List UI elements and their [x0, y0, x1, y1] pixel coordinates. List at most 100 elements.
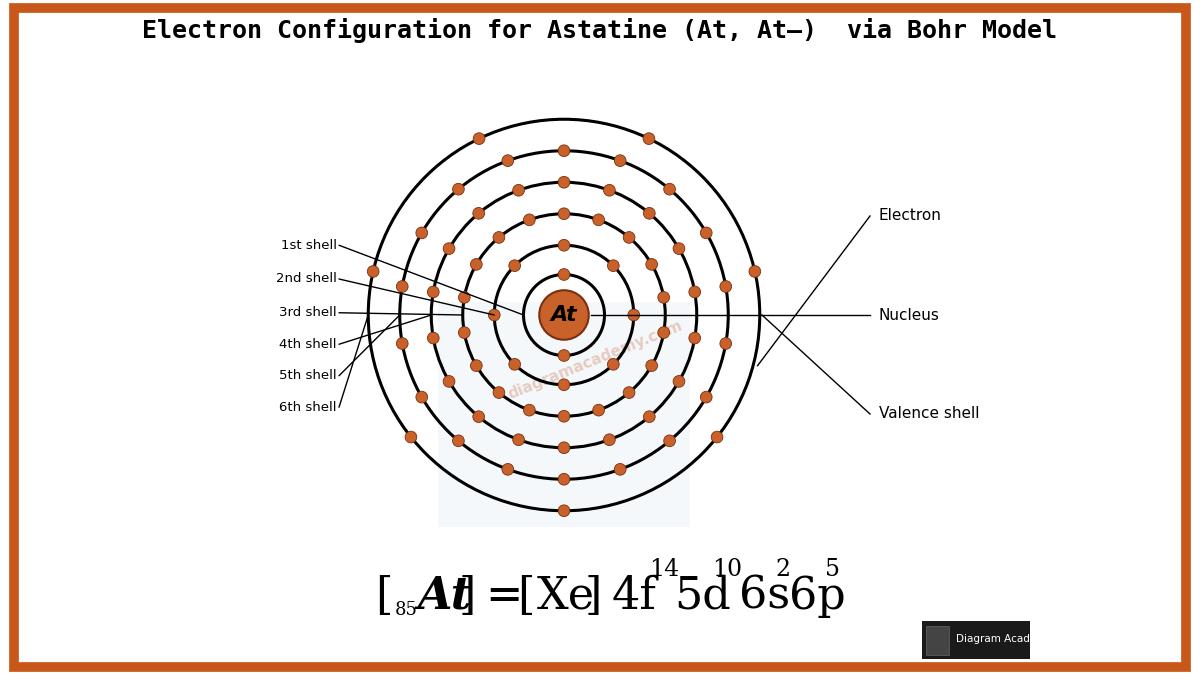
Circle shape [749, 265, 761, 277]
Text: ]: ] [458, 574, 475, 618]
Text: ]: ] [584, 574, 601, 618]
Circle shape [673, 243, 685, 254]
Bar [438, 302, 690, 526]
Circle shape [593, 214, 605, 225]
Circle shape [427, 332, 439, 344]
Circle shape [502, 155, 514, 167]
Text: Xe: Xe [538, 574, 595, 618]
Circle shape [416, 392, 427, 403]
Circle shape [509, 358, 521, 370]
Text: Electron: Electron [878, 209, 942, 223]
Text: 6th shell: 6th shell [280, 401, 337, 414]
Text: 6s: 6s [739, 574, 791, 618]
Circle shape [502, 464, 514, 475]
Circle shape [558, 379, 570, 391]
Circle shape [593, 404, 605, 416]
Circle shape [643, 207, 655, 219]
Circle shape [643, 133, 655, 144]
Circle shape [604, 434, 616, 446]
Circle shape [473, 133, 485, 144]
Circle shape [646, 360, 658, 371]
Circle shape [558, 145, 570, 157]
Circle shape [558, 505, 570, 516]
Circle shape [427, 286, 439, 298]
Text: =: = [485, 574, 523, 618]
Circle shape [493, 232, 505, 243]
Text: Diagram Academy: Diagram Academy [955, 634, 1052, 644]
Circle shape [523, 214, 535, 225]
Circle shape [720, 281, 732, 292]
Circle shape [643, 411, 655, 423]
Circle shape [470, 259, 482, 270]
Circle shape [396, 338, 408, 350]
Circle shape [488, 309, 500, 321]
Circle shape [558, 240, 570, 251]
Bar [926, 626, 949, 655]
Circle shape [607, 260, 619, 271]
Circle shape [473, 207, 485, 219]
Circle shape [406, 431, 416, 443]
Circle shape [658, 292, 670, 303]
Text: [: [ [517, 574, 534, 618]
Circle shape [673, 375, 685, 387]
Circle shape [604, 184, 616, 196]
Text: Valence shell: Valence shell [878, 406, 979, 421]
Circle shape [664, 184, 676, 195]
Circle shape [689, 332, 701, 344]
Circle shape [646, 259, 658, 270]
Circle shape [473, 411, 485, 423]
Circle shape [396, 281, 408, 292]
Circle shape [701, 227, 712, 239]
Circle shape [689, 286, 701, 298]
Circle shape [367, 265, 379, 277]
Circle shape [558, 176, 570, 188]
Circle shape [614, 155, 626, 167]
Circle shape [664, 435, 676, 447]
Text: 5d: 5d [674, 574, 731, 618]
Circle shape [623, 387, 635, 398]
Circle shape [558, 473, 570, 485]
Circle shape [558, 208, 570, 219]
Text: Nucleus: Nucleus [878, 308, 940, 323]
Text: 14: 14 [649, 558, 679, 580]
Text: [: [ [374, 574, 392, 618]
Circle shape [539, 290, 589, 340]
Circle shape [658, 327, 670, 338]
Text: diagramacademy.com: diagramacademy.com [506, 318, 685, 402]
Text: 3rd shell: 3rd shell [280, 306, 337, 319]
Circle shape [443, 375, 455, 387]
Circle shape [628, 309, 640, 321]
Circle shape [607, 358, 619, 370]
Circle shape [701, 392, 712, 403]
Circle shape [720, 338, 732, 350]
Circle shape [443, 243, 455, 254]
Text: 2: 2 [775, 558, 791, 580]
Bar [922, 621, 1030, 659]
Circle shape [452, 435, 464, 447]
Circle shape [623, 232, 635, 243]
Circle shape [512, 184, 524, 196]
Circle shape [512, 434, 524, 446]
Circle shape [458, 327, 470, 338]
Circle shape [452, 184, 464, 195]
Text: 5th shell: 5th shell [280, 369, 337, 382]
Text: Electron Configuration for Astatine (At, At–)  via Bohr Model: Electron Configuration for Astatine (At,… [143, 18, 1057, 43]
Text: 85: 85 [395, 601, 418, 619]
Text: 2nd shell: 2nd shell [276, 273, 337, 286]
Text: At: At [551, 305, 577, 325]
Circle shape [558, 350, 570, 361]
Text: 4th shell: 4th shell [280, 338, 337, 351]
Circle shape [558, 442, 570, 454]
Circle shape [416, 227, 427, 239]
Circle shape [523, 404, 535, 416]
Circle shape [509, 260, 521, 271]
Circle shape [712, 431, 722, 443]
Circle shape [493, 387, 505, 398]
Text: 5: 5 [826, 558, 840, 580]
Circle shape [558, 410, 570, 422]
Text: 4f: 4f [611, 574, 656, 618]
Circle shape [558, 269, 570, 280]
Text: 1st shell: 1st shell [281, 239, 337, 252]
Text: At: At [418, 574, 472, 618]
Circle shape [470, 360, 482, 371]
